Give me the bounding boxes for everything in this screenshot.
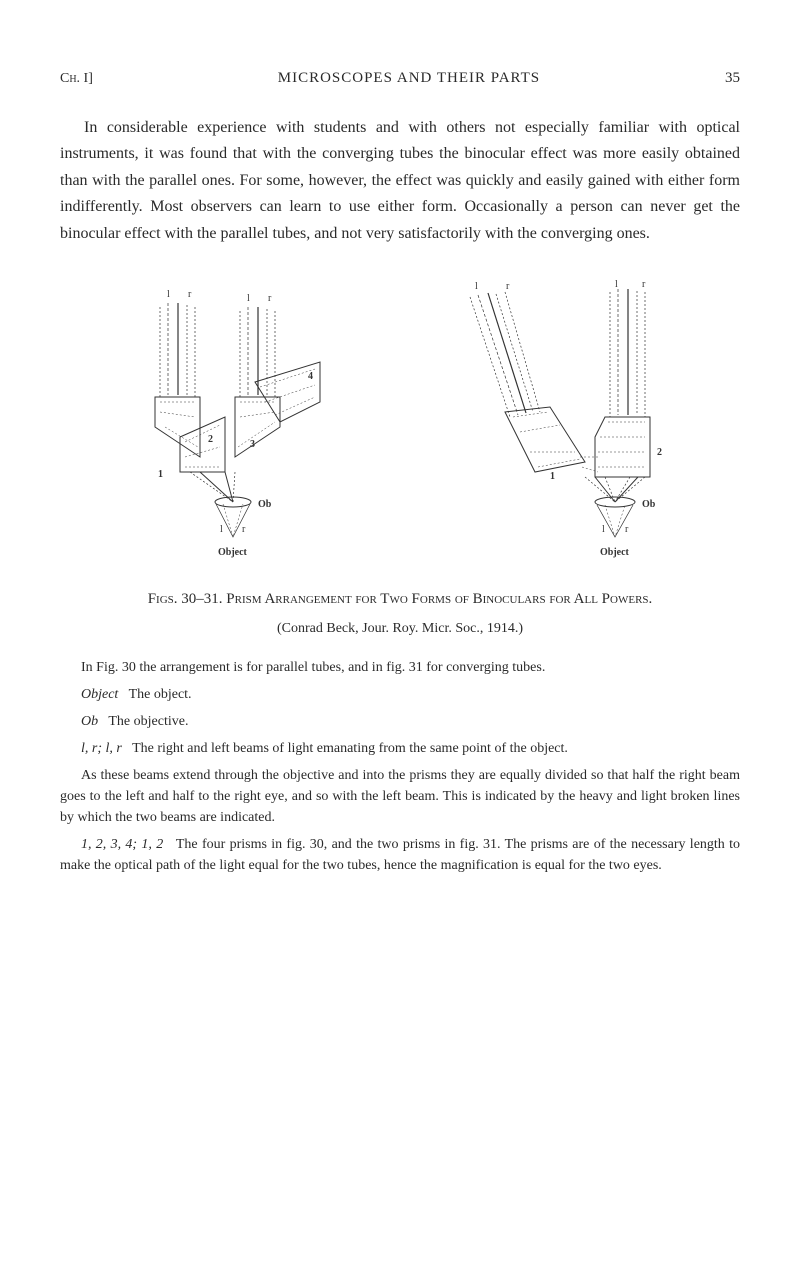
label-2: 2 bbox=[657, 447, 662, 458]
note-1: In Fig. 30 the arrangement is for parall… bbox=[60, 657, 740, 678]
note-3: Ob The objective. bbox=[60, 711, 740, 732]
note-3-label: Ob bbox=[81, 714, 98, 729]
label-rr: r bbox=[242, 524, 246, 535]
label-lr: l bbox=[220, 524, 223, 535]
label-r2: r bbox=[642, 279, 646, 290]
note-5: As these beams extend through the object… bbox=[60, 765, 740, 828]
label-lr: l bbox=[602, 524, 605, 535]
label-2: 2 bbox=[208, 434, 213, 445]
label-3: 3 bbox=[250, 439, 255, 450]
note-4: l, r; l, r The right and left beams of l… bbox=[60, 738, 740, 759]
figure-30: l r l r 1 2 3 4 Ob l r Object bbox=[120, 277, 380, 567]
label-1: 1 bbox=[550, 471, 555, 482]
caption-prefix: Figs. 30–31. bbox=[148, 591, 223, 607]
label-ob: Ob bbox=[642, 499, 656, 510]
figure-31: l r l r 1 2 Ob l r Object bbox=[420, 277, 680, 567]
label-object: Object bbox=[218, 547, 248, 558]
label-4: 4 bbox=[308, 371, 313, 382]
notes-block: In Fig. 30 the arrangement is for parall… bbox=[60, 657, 740, 876]
figure-source: (Conrad Beck, Jour. Roy. Micr. Soc., 191… bbox=[60, 621, 740, 637]
figures-container: l r l r 1 2 3 4 Ob l r Object bbox=[60, 277, 740, 567]
note-2-label: Object bbox=[81, 687, 118, 702]
label-ob: Ob bbox=[258, 499, 272, 510]
note-2: Object The object. bbox=[60, 684, 740, 705]
figure-caption: Figs. 30–31. Prism Arrangement for Two F… bbox=[60, 587, 740, 611]
note-4-text: The right and left beams of light emanat… bbox=[132, 741, 568, 756]
label-r: r bbox=[506, 281, 510, 292]
page-number: 35 bbox=[725, 70, 740, 87]
note-6-label: 1, 2, 3, 4; 1, 2 bbox=[81, 837, 163, 852]
label-l2: l bbox=[247, 293, 250, 304]
label-l2: l bbox=[615, 279, 618, 290]
note-3-text: The objective. bbox=[108, 714, 188, 729]
chapter-label: Ch. I] bbox=[60, 71, 93, 87]
note-4-label: l, r; l, r bbox=[81, 741, 122, 756]
label-r: r bbox=[188, 289, 192, 300]
caption-main: Prism Arrangement for Two Forms of Binoc… bbox=[226, 591, 652, 607]
main-paragraph: In considerable experience with students… bbox=[60, 115, 740, 247]
label-object: Object bbox=[600, 547, 630, 558]
label-l: l bbox=[475, 281, 478, 292]
note-6: 1, 2, 3, 4; 1, 2 The four prisms in fig.… bbox=[60, 834, 740, 876]
page-header: Ch. I] MICROSCOPES AND THEIR PARTS 35 bbox=[60, 70, 740, 87]
label-r2: r bbox=[268, 293, 272, 304]
page-title: MICROSCOPES AND THEIR PARTS bbox=[93, 70, 725, 87]
label-l: l bbox=[167, 289, 170, 300]
note-2-text: The object. bbox=[129, 687, 192, 702]
label-rr: r bbox=[625, 524, 629, 535]
label-1: 1 bbox=[158, 469, 163, 480]
